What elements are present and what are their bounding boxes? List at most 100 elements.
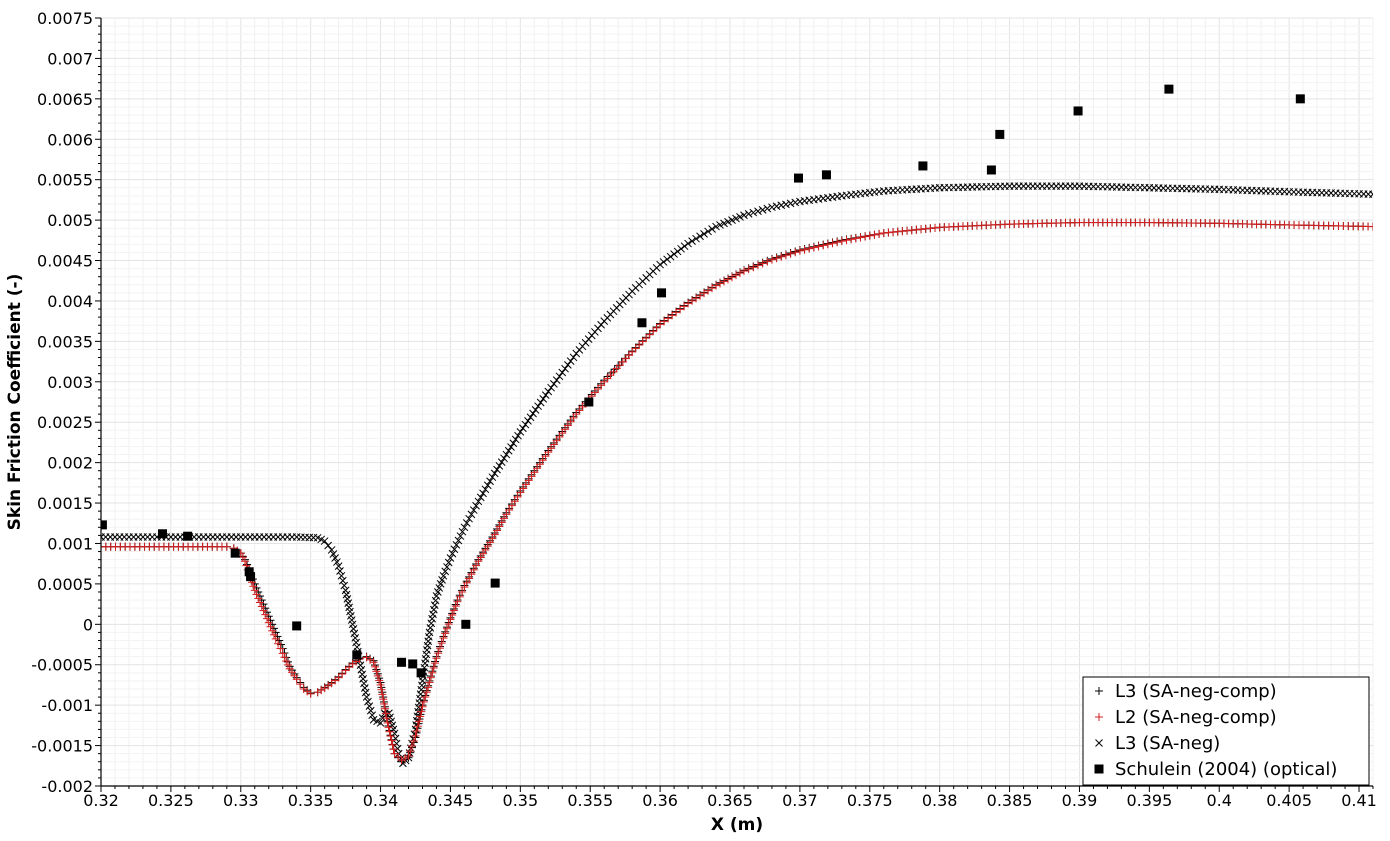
data-point: [356, 661, 365, 670]
data-point: [401, 754, 410, 763]
data-point: [791, 198, 800, 207]
data-point: [758, 206, 767, 214]
data-point: [777, 201, 786, 210]
data-point: [547, 383, 555, 392]
data-point: [418, 702, 427, 711]
data-point: [657, 288, 667, 298]
data-point: [275, 636, 284, 645]
data-point: [728, 216, 736, 224]
data-point: [369, 658, 378, 667]
data-point: [364, 697, 372, 706]
data-point: [256, 598, 264, 607]
data-point: [437, 639, 446, 648]
data-point: [434, 588, 442, 596]
data-point: [324, 541, 332, 550]
data-point: [283, 660, 292, 669]
x-tick-label: 0.4: [1207, 791, 1232, 810]
data-point: [261, 610, 270, 619]
data-point: [453, 597, 462, 606]
data-point: [659, 258, 668, 266]
legend-label: L3 (SA-neg-comp): [1115, 681, 1277, 702]
y-tick-label: 0.007: [47, 49, 93, 68]
data-point: [446, 615, 455, 624]
data-point: [443, 563, 451, 571]
data-point: [538, 456, 547, 465]
data-point: [379, 695, 388, 704]
x-axis-title: X (m): [711, 815, 763, 835]
data-point: [417, 707, 426, 716]
data-point: [415, 717, 423, 726]
data-point: [430, 601, 439, 609]
data-point: [842, 236, 851, 245]
data-point: [282, 657, 291, 666]
data-point: [497, 518, 506, 527]
data-point: [381, 709, 390, 718]
data-point: [327, 546, 336, 554]
data-point: [524, 417, 532, 425]
data-point: [735, 269, 744, 278]
x-tick-label: 0.41: [1341, 791, 1377, 810]
data-point: [458, 527, 467, 536]
data-point: [306, 689, 315, 698]
data-point: [637, 318, 647, 328]
data-point: [768, 203, 776, 212]
data-point: [334, 673, 343, 682]
data-point: [424, 683, 433, 692]
data-point: [732, 214, 740, 223]
data-point: [462, 519, 471, 527]
data-point: [649, 327, 658, 336]
data-point: [533, 464, 542, 473]
x-tick-label: 0.33: [223, 791, 259, 810]
legend-label: L2 (SA-neg-comp): [1115, 707, 1277, 728]
data-point: [516, 428, 525, 436]
data-point: [338, 576, 347, 585]
data-point: [451, 602, 460, 611]
data-point: [444, 558, 453, 567]
data-point: [564, 361, 572, 369]
data-point: [758, 259, 767, 268]
data-point: [362, 693, 371, 701]
x-tick-label: 0.355: [567, 791, 613, 810]
data-point: [684, 239, 692, 248]
data-point: [493, 465, 501, 474]
data-point: [278, 649, 287, 658]
data-point: [413, 722, 422, 731]
data-point: [387, 736, 396, 745]
y-axis-title: Skin Friction Coefficient (-): [5, 274, 25, 531]
legend-symbol: [1094, 764, 1104, 774]
data-point: [390, 749, 399, 758]
data-point: [252, 590, 261, 599]
y-tick-label: 0.0005: [37, 575, 93, 594]
x-tick-label: 0.385: [987, 791, 1033, 810]
y-tick-label: -0.001: [41, 696, 93, 715]
data-point: [274, 639, 283, 648]
data-point: [794, 173, 804, 183]
data-point: [352, 638, 360, 647]
data-point: [292, 675, 301, 684]
data-point: [442, 624, 451, 633]
data-point: [257, 602, 266, 611]
data-point: [749, 208, 758, 217]
data-point: [680, 242, 689, 251]
data-point: [708, 225, 716, 233]
data-point: [696, 232, 704, 241]
data-point: [819, 241, 828, 250]
data-point: [490, 469, 499, 478]
y-tick-label: 0.002: [47, 454, 93, 473]
x-tick-label: 0.38: [922, 791, 958, 810]
y-tick-label: 0.004: [47, 292, 93, 311]
data-point: [472, 501, 480, 510]
data-point: [753, 261, 762, 270]
data-point: [1369, 190, 1373, 199]
data-point: [268, 626, 277, 635]
data-point: [772, 254, 781, 263]
data-point: [670, 250, 678, 258]
y-tick-label: 0.003: [47, 373, 93, 392]
data-point: [782, 200, 790, 209]
data-point: [360, 684, 369, 692]
data-point: [511, 435, 520, 444]
y-tick-label: 0: [83, 615, 93, 634]
y-tick-label: 0.0025: [37, 413, 93, 432]
data-point: [409, 736, 418, 745]
data-point: [736, 213, 744, 221]
